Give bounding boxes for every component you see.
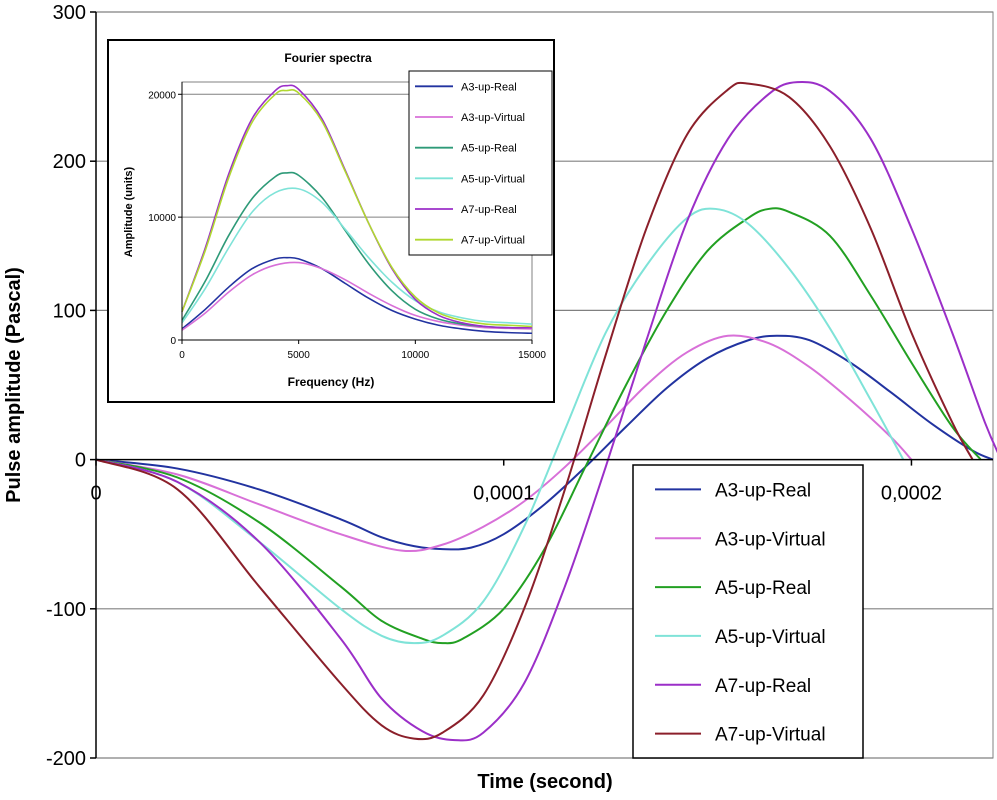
inset-y-tick-label: 10000 xyxy=(148,213,176,224)
inset-x-axis-label: Frequency (Hz) xyxy=(288,375,375,389)
main-legend: A3-up-Real A3-up-Virtual A5-up-Real A5-up-V… xyxy=(632,464,864,759)
main-y-tick-label: 200 xyxy=(53,151,86,173)
main-y-tick-label: 100 xyxy=(53,300,86,322)
main-x-tick-label: 0,0002 xyxy=(881,483,942,505)
inset-y-tick-label: 20000 xyxy=(148,90,176,101)
inset-legend-label: A3-up-Virtual xyxy=(461,112,525,124)
main-y-tick-label: 300 xyxy=(53,2,86,24)
main-series-line xyxy=(95,80,997,742)
inset-x-tick-label: 5000 xyxy=(288,350,311,361)
inset-legend-label: A3-up-Real xyxy=(461,81,517,93)
inset-title: Fourier spectra xyxy=(284,51,372,65)
inset-legend-label: A5-up-Virtual xyxy=(461,173,525,185)
main-series-group xyxy=(95,80,997,742)
main-x-axis-label: Time (second) xyxy=(477,771,612,793)
main-legend-label: A7-up-Real xyxy=(715,676,811,697)
inset-series-line xyxy=(181,256,533,335)
inset-y-tick-label: 0 xyxy=(170,336,176,347)
inset-legend-label: A5-up-Real xyxy=(461,143,517,155)
main-y-tick-label: 0 xyxy=(75,450,86,472)
inset-series-line xyxy=(181,89,533,328)
inset-y-axis-label: Amplitude (units) xyxy=(123,166,135,257)
inset-series-line xyxy=(181,261,533,331)
inset-x-tick-label: 0 xyxy=(179,350,185,361)
main-axes-group: -200 -100 0 100 200 300 0 0,0001 0,0002 xyxy=(46,2,993,770)
main-legend-label: A7-up-Virtual xyxy=(715,725,826,746)
inset-legend: A3-up-Real A3-up-Virtual A5-up-Real A5-up-V… xyxy=(408,70,553,256)
inset-series-line xyxy=(181,187,533,325)
inset-axes-group: 0 10000 20000 0 5000 10000 15000 xyxy=(148,82,546,361)
main-series-line xyxy=(95,334,994,551)
main-y-axis-label: Pulse amplitude (Pascal) xyxy=(3,267,25,503)
inset-legend-label: A7-up-Virtual xyxy=(461,235,525,247)
inset-series-group xyxy=(181,84,533,335)
main-series-line xyxy=(95,334,913,553)
inset-x-tick-label: 10000 xyxy=(401,350,429,361)
main-series-line xyxy=(95,207,982,645)
main-legend-label: A5-up-Virtual xyxy=(715,627,826,648)
main-x-tick-label: 0,0001 xyxy=(473,483,534,505)
main-legend-box xyxy=(632,464,864,759)
main-y-tick-label: -200 xyxy=(46,748,86,770)
main-legend-label: A3-up-Real xyxy=(715,480,811,501)
inset-legend-box xyxy=(408,70,553,256)
main-series-line xyxy=(95,207,905,645)
main-series-line xyxy=(95,81,974,741)
inset-chart: Fourier spectra 0 10000 20000 0 5000 10000 150… xyxy=(107,39,555,403)
main-x-tick-label: 0 xyxy=(90,483,101,505)
main-y-tick-label: -100 xyxy=(46,599,86,621)
inset-x-tick-label: 15000 xyxy=(518,350,546,361)
inset-legend-label: A7-up-Real xyxy=(461,204,517,216)
main-legend-label: A5-up-Real xyxy=(715,578,811,599)
main-legend-label: A3-up-Virtual xyxy=(715,529,826,550)
